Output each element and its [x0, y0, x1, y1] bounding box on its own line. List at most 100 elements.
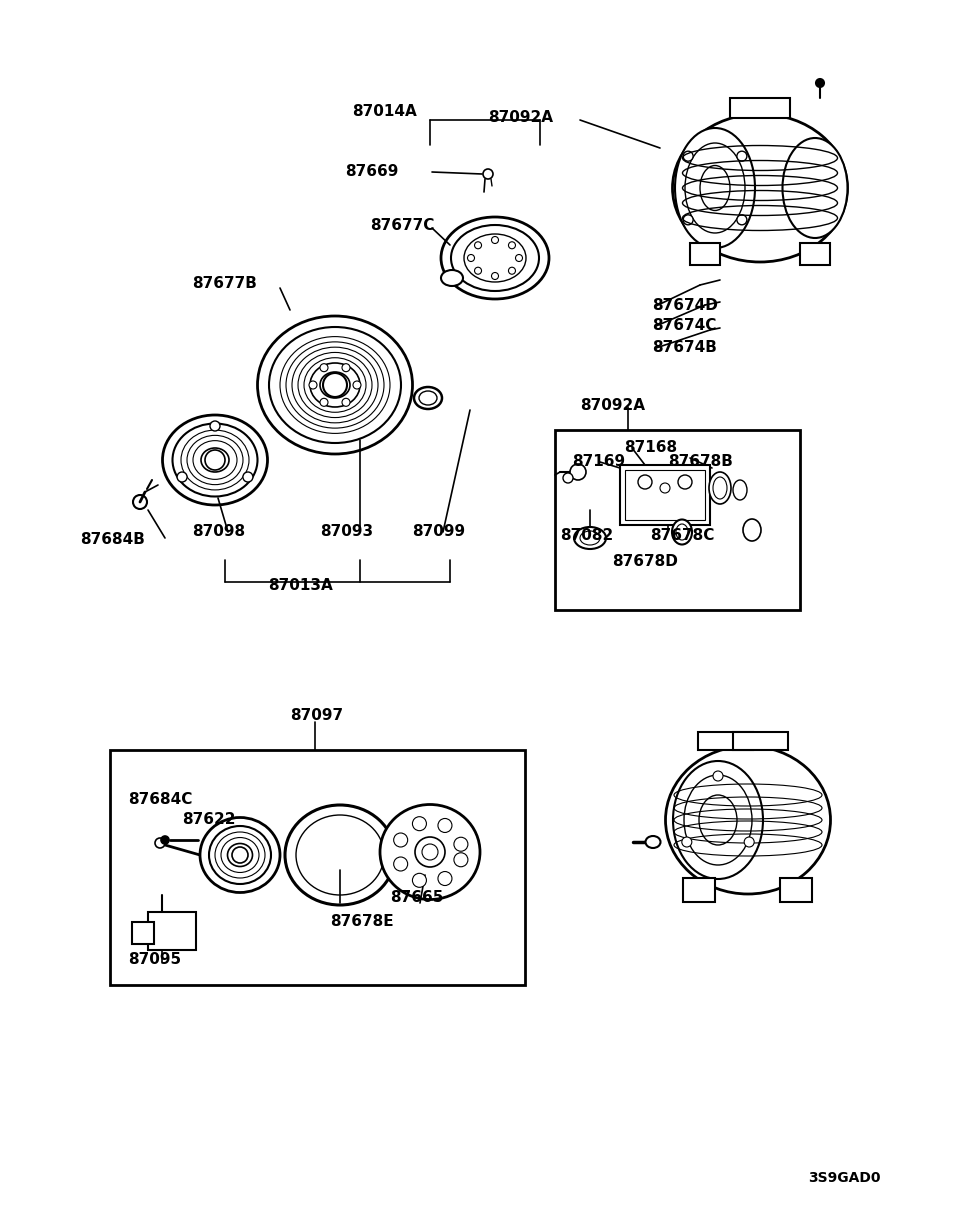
Ellipse shape — [228, 843, 252, 866]
Circle shape — [415, 837, 445, 868]
Circle shape — [509, 242, 516, 249]
Bar — [683, 878, 715, 901]
Text: 87095: 87095 — [128, 952, 181, 968]
Circle shape — [483, 169, 493, 179]
Ellipse shape — [320, 371, 350, 398]
Circle shape — [413, 874, 426, 887]
Circle shape — [744, 837, 755, 847]
Circle shape — [737, 151, 747, 161]
Bar — [620, 465, 710, 525]
Ellipse shape — [380, 805, 480, 899]
Circle shape — [678, 476, 692, 489]
Text: 87168: 87168 — [624, 439, 677, 455]
Circle shape — [210, 421, 220, 431]
Bar — [698, 732, 753, 750]
Circle shape — [323, 373, 347, 397]
Ellipse shape — [700, 166, 730, 211]
Ellipse shape — [181, 430, 249, 490]
Ellipse shape — [215, 832, 265, 878]
Circle shape — [570, 463, 586, 480]
Ellipse shape — [285, 805, 395, 905]
Circle shape — [563, 473, 573, 483]
Ellipse shape — [414, 387, 442, 409]
Circle shape — [320, 398, 328, 407]
Ellipse shape — [675, 128, 755, 248]
Text: 87097: 87097 — [290, 709, 343, 724]
Ellipse shape — [280, 336, 390, 433]
Bar — [690, 243, 720, 265]
Bar — [625, 469, 705, 520]
Circle shape — [161, 836, 169, 845]
Ellipse shape — [672, 519, 692, 544]
Text: 87622: 87622 — [182, 812, 235, 828]
Text: 87674B: 87674B — [652, 340, 717, 356]
Ellipse shape — [645, 836, 660, 848]
Circle shape — [342, 364, 350, 371]
Circle shape — [468, 254, 474, 261]
Ellipse shape — [709, 472, 731, 505]
Circle shape — [682, 837, 692, 847]
Circle shape — [638, 476, 652, 489]
Circle shape — [516, 254, 522, 261]
Bar — [110, 750, 525, 985]
Circle shape — [309, 381, 317, 388]
Circle shape — [816, 79, 824, 87]
Ellipse shape — [580, 531, 600, 545]
Ellipse shape — [304, 358, 366, 413]
Circle shape — [177, 472, 187, 482]
Circle shape — [353, 381, 361, 388]
Text: 87093: 87093 — [320, 524, 373, 540]
Ellipse shape — [574, 528, 606, 549]
Ellipse shape — [193, 440, 237, 479]
Text: 87082: 87082 — [560, 528, 613, 542]
Circle shape — [684, 215, 693, 225]
Ellipse shape — [685, 143, 745, 234]
Circle shape — [474, 267, 482, 275]
Ellipse shape — [451, 225, 539, 290]
Circle shape — [394, 857, 408, 871]
Text: 87677C: 87677C — [370, 218, 434, 232]
Bar — [730, 98, 790, 119]
Circle shape — [713, 771, 723, 780]
Ellipse shape — [441, 270, 463, 286]
Circle shape — [413, 817, 426, 831]
Ellipse shape — [673, 761, 763, 878]
Ellipse shape — [441, 217, 549, 299]
Ellipse shape — [673, 114, 848, 263]
Ellipse shape — [419, 391, 437, 405]
Circle shape — [454, 837, 468, 852]
Circle shape — [660, 483, 670, 492]
Circle shape — [684, 151, 693, 161]
Text: 87099: 87099 — [412, 524, 466, 540]
Circle shape — [133, 495, 147, 509]
Ellipse shape — [733, 480, 747, 500]
Circle shape — [454, 853, 468, 866]
Bar — [148, 912, 196, 950]
Circle shape — [438, 818, 452, 832]
Ellipse shape — [782, 138, 848, 238]
Circle shape — [155, 839, 165, 848]
Ellipse shape — [187, 436, 243, 485]
Ellipse shape — [201, 448, 229, 472]
Circle shape — [232, 847, 248, 863]
Text: 87098: 87098 — [192, 524, 245, 540]
Ellipse shape — [464, 234, 526, 282]
Text: 87013A: 87013A — [268, 578, 333, 593]
Ellipse shape — [310, 363, 360, 407]
Ellipse shape — [162, 415, 268, 505]
Circle shape — [394, 832, 408, 847]
Text: 87674C: 87674C — [652, 318, 716, 334]
Circle shape — [320, 364, 328, 371]
Text: 87678D: 87678D — [612, 554, 678, 570]
Ellipse shape — [699, 795, 737, 845]
Circle shape — [342, 398, 350, 407]
Text: 87678B: 87678B — [668, 455, 732, 469]
Text: 87665: 87665 — [390, 891, 444, 905]
Ellipse shape — [286, 342, 384, 428]
Text: 87677B: 87677B — [192, 277, 257, 292]
Ellipse shape — [269, 327, 401, 443]
Circle shape — [205, 450, 225, 469]
Bar — [132, 922, 154, 944]
Ellipse shape — [200, 818, 280, 893]
Ellipse shape — [296, 816, 384, 895]
